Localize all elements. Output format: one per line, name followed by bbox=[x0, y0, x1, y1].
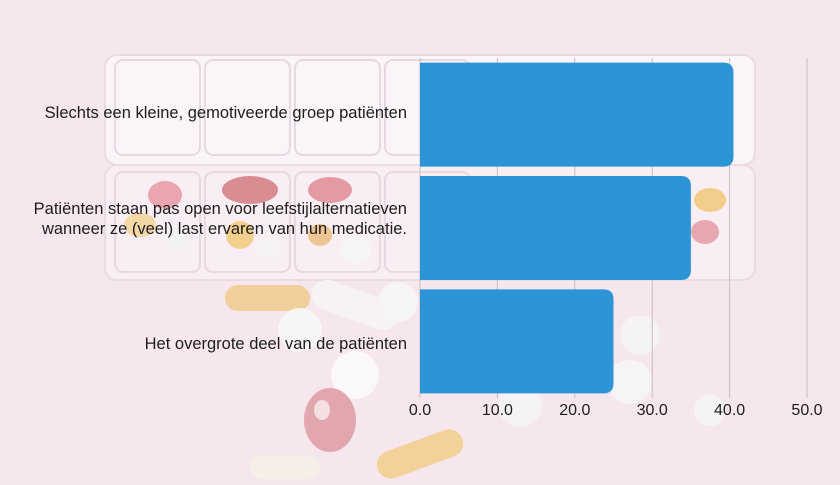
category-label-1: Slechts een kleine, gemotiveerde groep p… bbox=[44, 104, 407, 122]
bars bbox=[420, 62, 734, 394]
bar-2 bbox=[420, 176, 691, 280]
bar-3 bbox=[420, 289, 614, 394]
x-tick-label: 10.0 bbox=[481, 402, 513, 419]
x-tick-label: 30.0 bbox=[636, 402, 668, 419]
category-label-2: Patiënten staan pas open voor leefstijla… bbox=[33, 200, 407, 238]
x-tick-label: 50.0 bbox=[791, 402, 823, 419]
x-tick-label: 0.0 bbox=[408, 402, 432, 419]
x-tick-label: 40.0 bbox=[714, 402, 746, 419]
category-label-3: Het overgrote deel van de patiënten bbox=[144, 335, 407, 353]
bar-1 bbox=[420, 62, 734, 167]
x-tick-label: 20.0 bbox=[559, 402, 591, 419]
